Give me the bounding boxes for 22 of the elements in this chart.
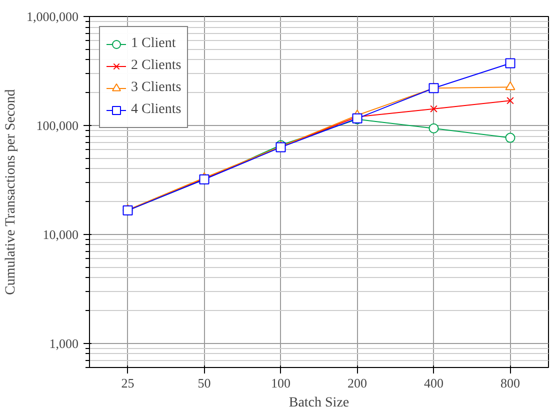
legend-label: 4 Clients <box>131 101 182 119</box>
legend-label: 1 Client <box>131 35 176 53</box>
point <box>428 123 439 134</box>
x-tick-label: 50 <box>198 376 211 390</box>
y-tick-label: 10,000 <box>42 226 78 242</box>
x-tick-label: 200 <box>348 376 367 390</box>
y-tick-label: 1,000 <box>49 336 78 351</box>
point <box>430 105 438 113</box>
point <box>505 58 516 68</box>
y-tick-label: 1,000,000 <box>26 9 78 24</box>
legend-label: 3 Clients <box>131 79 182 97</box>
y-axis-title: Cumulative Transactions per Second <box>4 89 18 295</box>
point <box>505 132 516 143</box>
x-tick-label: 25 <box>121 376 134 390</box>
y-tick-label: 100,000 <box>36 118 78 133</box>
x-tick-label: 400 <box>424 376 444 390</box>
legend-label: 2 Clients <box>131 57 182 75</box>
x-tick-label: 800 <box>500 376 520 390</box>
point <box>505 81 516 90</box>
x-axis-title: Batch Size <box>288 396 350 410</box>
point <box>506 96 514 104</box>
x-tick-label: 100 <box>271 376 290 390</box>
